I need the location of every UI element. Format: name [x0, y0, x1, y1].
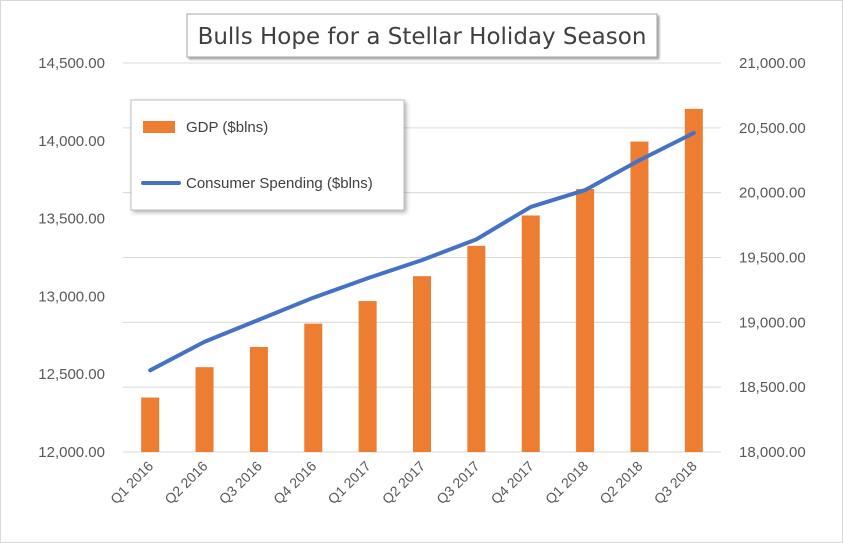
legend-gdp-swatch: [143, 121, 175, 133]
y-right-tick-label: 18,500.00: [739, 379, 806, 396]
y-left-tick-label: 13,500.00: [38, 211, 105, 228]
gdp-bar: [576, 189, 595, 452]
x-category-label: Q4 2017: [488, 458, 537, 507]
y-left-tick-label: 14,500.00: [38, 55, 105, 72]
gdp-bar: [467, 245, 486, 452]
x-category-label: Q1 2016: [107, 458, 156, 507]
x-category-label: Q1 2018: [542, 458, 591, 507]
title-box: [186, 13, 658, 58]
gdp-bar: [413, 276, 431, 452]
gdp-bar: [249, 346, 268, 452]
y-right-tick-label: 21,000.00: [739, 55, 806, 72]
x-category-label: Q3 2017: [433, 458, 482, 507]
x-category-label: Q4 2016: [270, 458, 319, 507]
y-right-tick-label: 19,000.00: [739, 314, 806, 331]
y-right-tick-label: 19,500.00: [739, 250, 806, 267]
consumer-spending-line: [148, 131, 696, 373]
y-left-tick-label: 14,000.00: [38, 133, 105, 150]
y-right-tick-label: 18,000.00: [739, 444, 806, 461]
chart-title: Bulls Hope for a Stellar Holiday Season: [198, 24, 647, 50]
gdp-bar: [684, 108, 703, 452]
legend-spending-label: Consumer Spending ($blns): [186, 175, 373, 192]
x-category-label: Q3 2016: [216, 458, 265, 507]
y-right-tick-label: 20,500.00: [739, 120, 806, 137]
x-category-label: Q2 2018: [596, 458, 645, 507]
gdp-bar: [141, 397, 160, 452]
legend-box: [130, 99, 405, 211]
y-left-tick-label: 12,000.00: [38, 444, 105, 461]
x-category-label: Q2 2017: [379, 458, 428, 507]
y-left-tick-label: 12,500.00: [38, 366, 105, 383]
gdp-bar: [195, 367, 214, 452]
x-category-label: Q3 2018: [651, 458, 700, 507]
x-category-label: Q1 2017: [324, 458, 373, 507]
gdp-bar: [304, 323, 323, 452]
gdp-bar: [630, 141, 649, 452]
x-category-label: Q2 2016: [161, 458, 210, 507]
gdp-bar: [358, 301, 377, 452]
gdp-bar: [521, 215, 540, 452]
y-left-tick-label: 13,000.00: [38, 288, 105, 305]
legend-gdp-label: GDP ($blns): [186, 119, 268, 136]
y-right-tick-label: 20,000.00: [739, 185, 806, 202]
